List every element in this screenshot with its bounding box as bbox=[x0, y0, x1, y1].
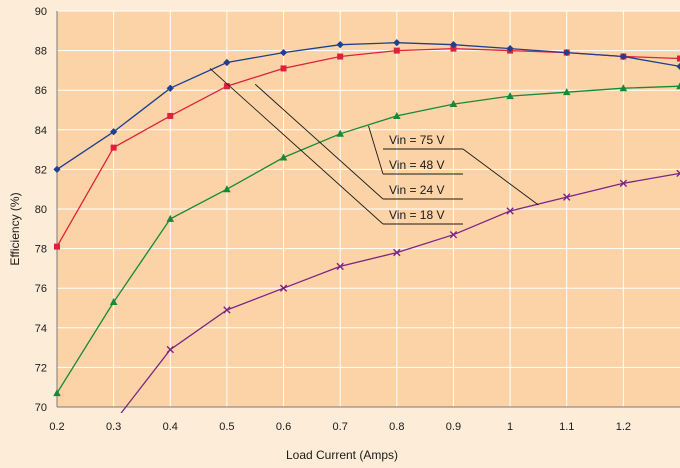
data-point bbox=[506, 207, 514, 215]
data-point bbox=[506, 45, 514, 53]
data-point bbox=[619, 84, 628, 92]
data-point bbox=[279, 48, 288, 57]
data-point bbox=[449, 231, 458, 239]
data-point bbox=[336, 41, 344, 49]
y-tick-label: 82 bbox=[35, 164, 47, 176]
data-point bbox=[166, 345, 174, 354]
data-point bbox=[279, 284, 288, 292]
data-point bbox=[393, 39, 401, 47]
callout-leader bbox=[254, 83, 384, 200]
y-tick-label: 90 bbox=[35, 6, 47, 18]
data-point bbox=[223, 83, 230, 90]
x-tick-label: 0.9 bbox=[446, 421, 461, 433]
data-point bbox=[393, 111, 401, 119]
data-point bbox=[223, 306, 231, 314]
y-tick-label: 74 bbox=[35, 323, 47, 335]
y-tick-label: 80 bbox=[35, 204, 47, 216]
x-tick-label: 0.2 bbox=[49, 421, 64, 433]
data-point bbox=[109, 298, 118, 306]
y-axis-title: Efficiency (%) bbox=[8, 192, 22, 265]
callout-label: Vin = 24 V bbox=[389, 183, 445, 197]
data-point bbox=[676, 62, 680, 71]
data-point bbox=[619, 179, 628, 187]
data-point bbox=[280, 65, 287, 72]
data-point bbox=[223, 185, 231, 193]
callout-3: Vin = 24 V bbox=[254, 83, 463, 200]
y-tick-label: 86 bbox=[35, 85, 47, 97]
callout-leader bbox=[209, 68, 384, 225]
callout-label: Vin = 48 V bbox=[389, 158, 445, 172]
x-tick-label: 0.4 bbox=[163, 421, 178, 433]
data-point bbox=[336, 262, 344, 271]
tick-label-layer: 0.2 0.3 0.4 0.5 0.6 0.7 0.8 0.9 1 1.1 1.2 70 72 74 76 7… bbox=[35, 6, 631, 433]
y-tick-label: 78 bbox=[35, 244, 47, 256]
series-line bbox=[56, 85, 680, 394]
series-vin-18-v bbox=[53, 39, 680, 173]
data-point bbox=[223, 58, 231, 67]
callout-leader bbox=[368, 125, 384, 175]
data-point bbox=[336, 129, 344, 137]
x-tick-label: 1.2 bbox=[616, 421, 631, 433]
data-point bbox=[677, 55, 680, 62]
data-point bbox=[676, 169, 680, 178]
data-point bbox=[53, 389, 61, 397]
callout-1: Vin = 75 V bbox=[383, 133, 539, 206]
x-tick-label: 0.3 bbox=[106, 421, 121, 433]
data-point bbox=[279, 153, 288, 161]
data-point bbox=[167, 112, 174, 119]
series-vin-75-v bbox=[120, 169, 680, 413]
y-tick-label: 72 bbox=[35, 362, 47, 374]
data-point bbox=[110, 144, 117, 151]
y-tick-label: 76 bbox=[35, 283, 47, 295]
data-point bbox=[676, 82, 680, 90]
data-point bbox=[337, 53, 344, 60]
data-point bbox=[166, 214, 175, 222]
data-point bbox=[563, 48, 571, 57]
data-point bbox=[449, 41, 458, 49]
callout-label: Vin = 18 V bbox=[389, 208, 445, 222]
x-tick-label: 0.6 bbox=[276, 421, 291, 433]
data-point bbox=[619, 52, 627, 61]
data-point bbox=[53, 165, 61, 173]
callout-label: Vin = 75 V bbox=[389, 133, 445, 147]
x-tick-label: 1.1 bbox=[559, 421, 574, 433]
y-tick-label: 88 bbox=[35, 46, 47, 58]
callout-2: Vin = 48 V bbox=[368, 125, 463, 175]
data-point bbox=[393, 47, 400, 54]
x-tick-label: 1 bbox=[507, 421, 513, 433]
data-point bbox=[449, 100, 458, 108]
data-point bbox=[563, 193, 571, 201]
series-line bbox=[56, 42, 680, 170]
data-point bbox=[54, 243, 60, 250]
grid-layer bbox=[56, 10, 680, 408]
data-point bbox=[562, 88, 571, 96]
series-vin-48-v bbox=[53, 82, 680, 397]
series-layer bbox=[53, 39, 680, 413]
data-point bbox=[506, 92, 514, 100]
x-tick-label: 0.7 bbox=[333, 421, 348, 433]
data-point bbox=[393, 248, 401, 257]
data-point bbox=[450, 45, 457, 52]
y-tick-label: 84 bbox=[35, 125, 47, 137]
callout-layer: Vin = 75 V Vin = 48 V Vin = 24 V Vin = 18 V bbox=[209, 68, 539, 225]
x-tick-label: 0.5 bbox=[219, 421, 234, 433]
y-tick-label: 70 bbox=[35, 402, 47, 414]
callout-4: Vin = 18 V bbox=[209, 68, 463, 225]
data-point bbox=[110, 128, 118, 136]
x-axis-title: Load Current (Amps) bbox=[286, 448, 398, 462]
callout-leader bbox=[462, 148, 539, 206]
x-tick-label: 0.8 bbox=[389, 421, 404, 433]
data-point bbox=[166, 84, 174, 92]
